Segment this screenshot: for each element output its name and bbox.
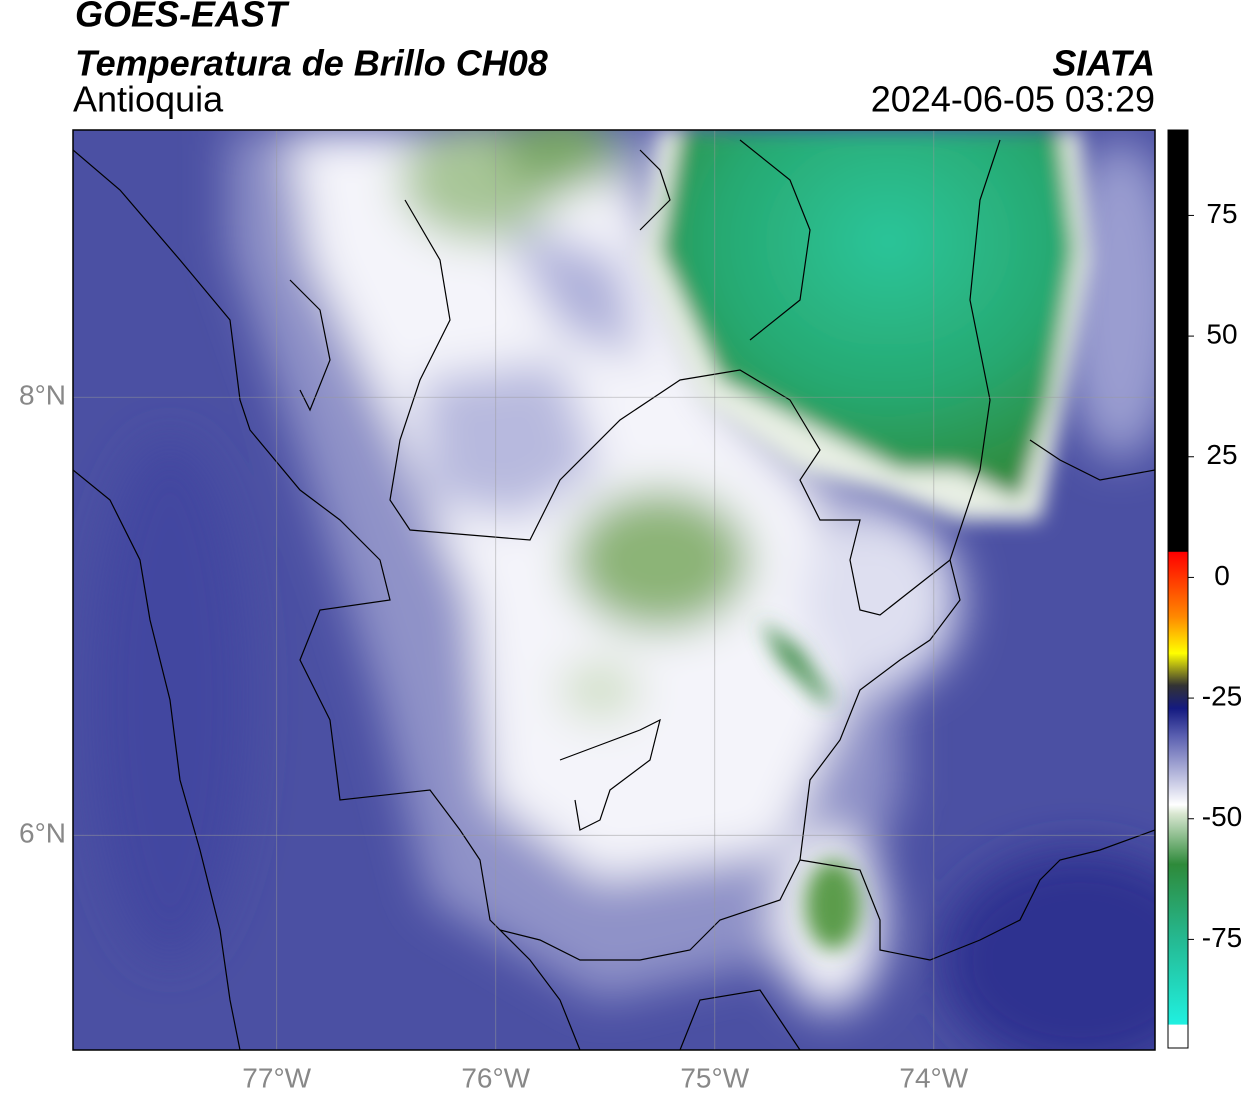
y-tick-label: 8°N [19, 380, 66, 411]
colorbar-tick-label: 75 [1206, 198, 1237, 229]
colorbar-tick-label: 25 [1206, 439, 1237, 470]
map-frame [72, 129, 1156, 1051]
x-tick-label: 76°W [461, 1062, 530, 1093]
satellite-title: GOES-EAST [75, 0, 290, 35]
colorbar-tick-label: -50 [1202, 801, 1242, 832]
datetime: 2024-06-05 03:29 [871, 79, 1155, 120]
gridlines [73, 130, 1155, 1050]
boundaries [73, 139, 1155, 1050]
source: SIATA [1052, 43, 1155, 84]
product-title: Temperatura de Brillo CH08 [75, 43, 548, 84]
satellite-image [73, 130, 1155, 1050]
y-tick-label: 6°N [19, 818, 66, 849]
colorbar-tick-label: 0 [1214, 560, 1230, 591]
colorbar-tick-label: 50 [1206, 318, 1237, 349]
x-tick-label: 75°W [680, 1062, 749, 1093]
region: Antioquia [73, 79, 224, 120]
x-tick-label: 74°W [899, 1062, 968, 1093]
colorbar [1167, 129, 1189, 1049]
x-tick-label: 77°W [242, 1062, 311, 1093]
colorbar-tick-label: -75 [1202, 922, 1242, 953]
colorbar-tick-label: -25 [1202, 680, 1242, 711]
